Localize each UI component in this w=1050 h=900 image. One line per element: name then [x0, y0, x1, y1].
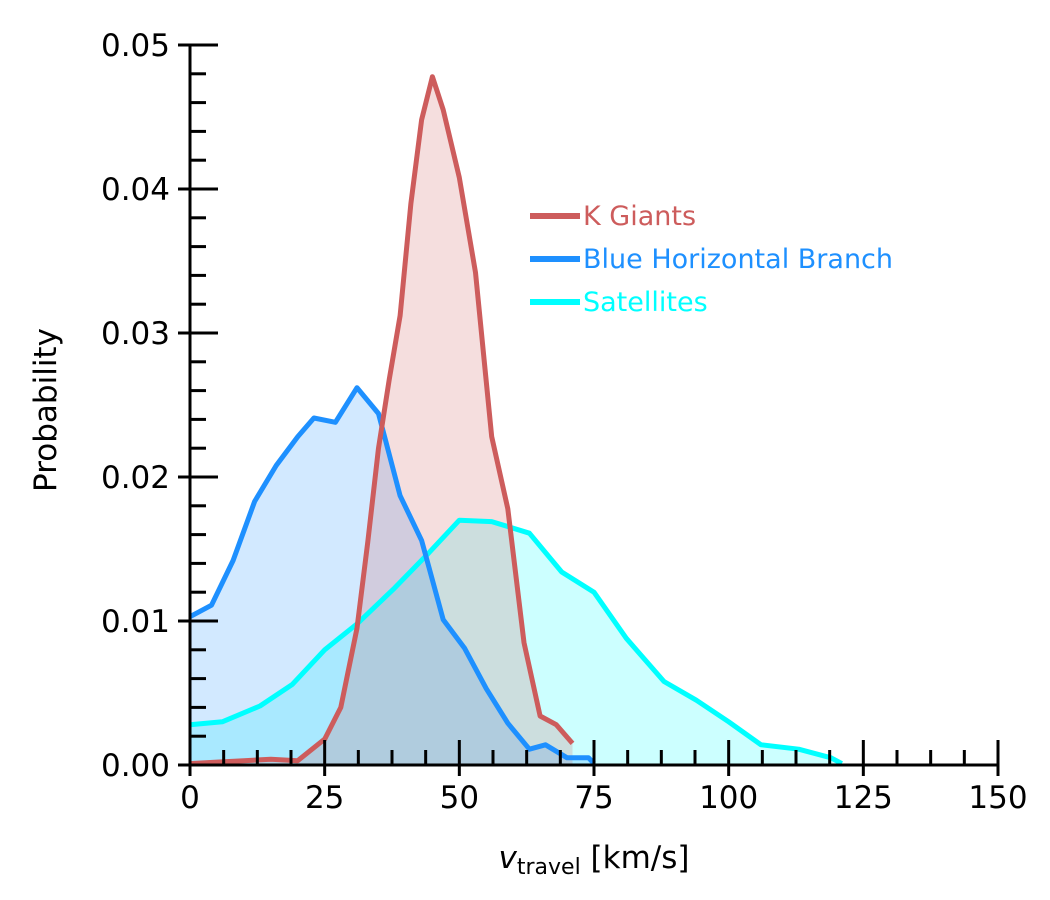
y-axis-label: Probability [28, 328, 64, 492]
y-tick-label: 0.00 [101, 748, 170, 784]
x-axis-label: vtravel [km/s] [499, 840, 690, 880]
x-tick-label: 100 [699, 780, 758, 816]
x-tick-label: 75 [574, 780, 613, 816]
series-line-satellites [189, 517, 843, 766]
y-tick-label: 0.04 [101, 172, 170, 208]
x-tick-label: 50 [440, 780, 479, 816]
y-tick-label: 0.03 [101, 316, 170, 352]
series-line-blue-horizontal-branch [188, 385, 596, 766]
legend-label-k-giants: K Giants [583, 201, 696, 232]
x-tick-label: 150 [968, 780, 1027, 816]
x-tick-label: 0 [180, 780, 200, 816]
series-line-k-giants [189, 74, 575, 767]
series-fill-blue-horizontal-branch [190, 387, 594, 765]
x-axis-label-main: v [499, 840, 518, 876]
series-fill-k-giants [190, 76, 573, 765]
x-tick-label: 25 [305, 780, 344, 816]
x-tick-label: 125 [834, 780, 893, 816]
legend: K Giants Blue Horizontal Branch Satellites [530, 201, 893, 318]
legend-label-blue-horizontal-branch: Blue Horizontal Branch [583, 244, 893, 275]
y-tick-label: 0.05 [101, 28, 170, 64]
series-fills [190, 76, 842, 765]
x-axis-label-unit: [km/s] [581, 840, 690, 876]
y-tick-label: 0.02 [101, 460, 170, 496]
y-tick-label: 0.01 [101, 604, 170, 640]
series-lines [188, 74, 843, 767]
ticks: 0.00 0.01 0.02 0.03 0.04 0.05 0 25 50 75 100 125 150 [101, 28, 1028, 816]
x-axis-label-sub: travel [517, 855, 581, 880]
series-fill-satellites [190, 520, 842, 765]
legend-label-satellites: Satellites [583, 287, 708, 318]
